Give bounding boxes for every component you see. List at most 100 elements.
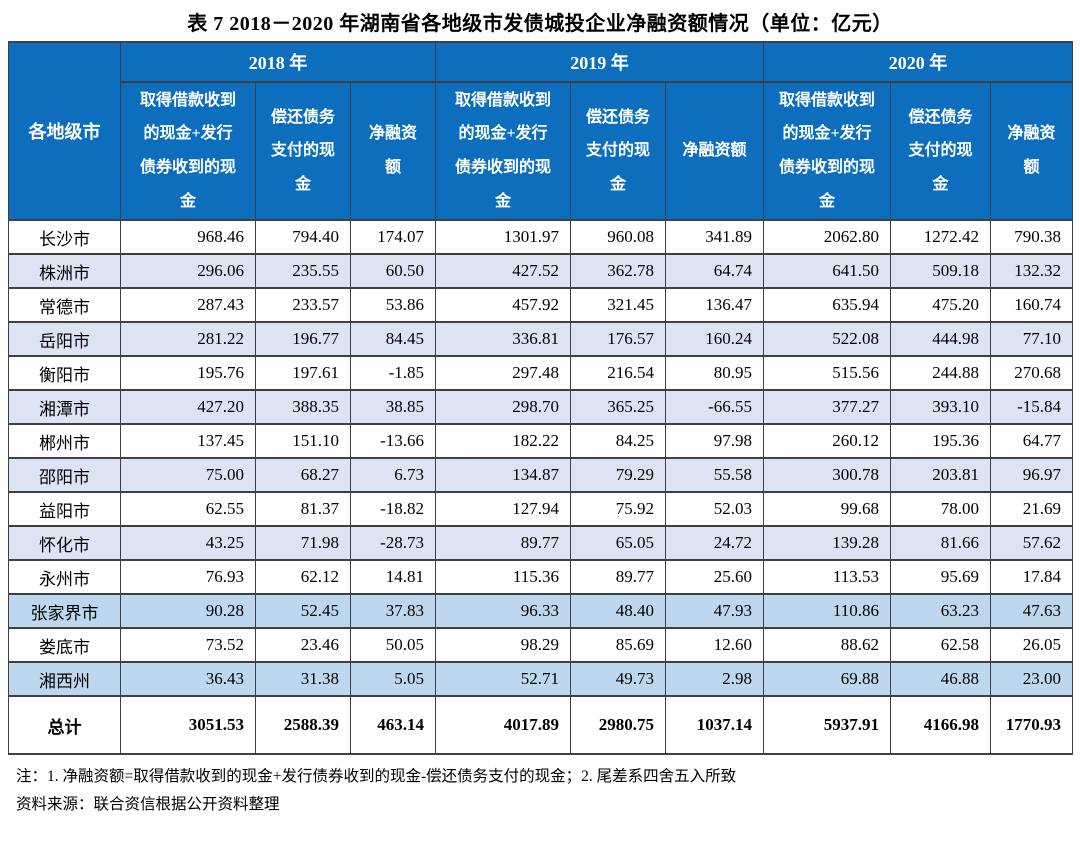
table-cell: 76.93 bbox=[120, 559, 256, 595]
table-cell: 31.38 bbox=[255, 661, 351, 697]
subheader-2020-cash-out: 偿还债务支付的现金 bbox=[890, 81, 991, 221]
table-header: 各地级市 2018 年 2019 年 2020 年 取得借款收到的现金+发行债券… bbox=[8, 41, 1073, 221]
table-cell: 139.28 bbox=[763, 525, 891, 561]
table-row: 岳阳市 281.22 196.77 84.45 336.81 176.57 160.24 52… bbox=[8, 321, 1073, 357]
row-label: 娄底市 bbox=[8, 627, 121, 663]
table-cell: 38.85 bbox=[350, 389, 436, 425]
table-cell: 75.92 bbox=[570, 491, 666, 527]
table-cell: 36.43 bbox=[120, 661, 256, 697]
table-cell: 50.05 bbox=[350, 627, 436, 663]
table-cell: 6.73 bbox=[350, 457, 436, 493]
table-body: 长沙市 968.46 794.40 174.07 1301.97 960.08 341.89… bbox=[8, 219, 1073, 755]
table-cell: 23.00 bbox=[990, 661, 1073, 697]
table-cell: 195.36 bbox=[890, 423, 991, 459]
table-cell: 24.72 bbox=[665, 525, 764, 561]
table-cell: 127.94 bbox=[435, 491, 571, 527]
table-cell: 80.95 bbox=[665, 355, 764, 391]
table-cell: 5.05 bbox=[350, 661, 436, 697]
table-cell: 300.78 bbox=[763, 457, 891, 493]
table-cell: 62.12 bbox=[255, 559, 351, 595]
subheader-2019-cash-out: 偿还债务支付的现金 bbox=[570, 81, 666, 221]
table-cell: 89.77 bbox=[570, 559, 666, 595]
table-row: 邵阳市 75.00 68.27 6.73 134.87 79.29 55.58 300.78 2… bbox=[8, 457, 1073, 493]
table-cell: 52.71 bbox=[435, 661, 571, 697]
table-header-year-row: 各地级市 2018 年 2019 年 2020 年 bbox=[8, 41, 1073, 221]
subheader-2019-net: 净融资额 bbox=[665, 81, 764, 221]
table-cell: 463.14 bbox=[350, 695, 436, 755]
table-row: 湘西州 36.43 31.38 5.05 52.71 49.73 2.98 69.88 46.8… bbox=[8, 661, 1073, 697]
table-row-total: 总计 3051.53 2588.39 463.14 4017.89 2980.75 1037… bbox=[8, 695, 1073, 755]
table-cell: 77.10 bbox=[990, 321, 1073, 357]
table-cell: 96.97 bbox=[990, 457, 1073, 493]
table-cell: 393.10 bbox=[890, 389, 991, 425]
table-cell: 132.32 bbox=[990, 253, 1073, 289]
table-cell: 297.48 bbox=[435, 355, 571, 391]
table-cell: 641.50 bbox=[763, 253, 891, 289]
table-cell: 25.60 bbox=[665, 559, 764, 595]
table-cell: 47.93 bbox=[665, 593, 764, 629]
row-label: 长沙市 bbox=[8, 219, 121, 255]
table-cell: 98.29 bbox=[435, 627, 571, 663]
table-row: 张家界市 90.28 52.45 37.83 96.33 48.40 47.93 110.86… bbox=[8, 593, 1073, 629]
row-label: 株洲市 bbox=[8, 253, 121, 289]
table-note-2: 资料来源：联合资信根据公开资料整理 bbox=[16, 795, 280, 813]
table-notes: 注：1. 净融资额=取得借款收到的现金+发行债券收到的现金-偿还债务支付的现金；… bbox=[16, 763, 1080, 819]
table-cell: -28.73 bbox=[350, 525, 436, 561]
row-label: 怀化市 bbox=[8, 525, 121, 561]
table-row: 益阳市 62.55 81.37 -18.82 127.94 75.92 52.03 99.68… bbox=[8, 491, 1073, 527]
table-cell: 64.74 bbox=[665, 253, 764, 289]
subheader-2018-cash-out: 偿还债务支付的现金 bbox=[255, 81, 351, 221]
table-cell: 1272.42 bbox=[890, 219, 991, 255]
table-cell: 235.55 bbox=[255, 253, 351, 289]
table-cell: 287.43 bbox=[120, 287, 256, 323]
table-cell: 96.33 bbox=[435, 593, 571, 629]
table-cell: -18.82 bbox=[350, 491, 436, 527]
table-cell: 427.20 bbox=[120, 389, 256, 425]
table-cell: 296.06 bbox=[120, 253, 256, 289]
subheader-2018-net: 净融资额 bbox=[350, 81, 436, 221]
table-cell: 69.88 bbox=[763, 661, 891, 697]
table-cell: 244.88 bbox=[890, 355, 991, 391]
row-label: 总计 bbox=[8, 695, 121, 755]
table-cell: 63.23 bbox=[890, 593, 991, 629]
table-cell: -13.66 bbox=[350, 423, 436, 459]
table-cell: 5937.91 bbox=[763, 695, 891, 755]
table-cell: 151.10 bbox=[255, 423, 351, 459]
table-cell: 298.70 bbox=[435, 389, 571, 425]
table-cell: 64.77 bbox=[990, 423, 1073, 459]
table-cell: 4166.98 bbox=[890, 695, 991, 755]
table-cell: 341.89 bbox=[665, 219, 764, 255]
table-cell: 60.50 bbox=[350, 253, 436, 289]
table-cell: 134.87 bbox=[435, 457, 571, 493]
table-row: 永州市 76.93 62.12 14.81 115.36 89.77 25.60 113.53… bbox=[8, 559, 1073, 595]
row-label: 益阳市 bbox=[8, 491, 121, 527]
table-title: 表 7 2018－2020 年湖南省各地级市发债城投企业净融资额情况（单位：亿元… bbox=[187, 13, 893, 35]
table-cell: 635.94 bbox=[763, 287, 891, 323]
table-cell: 12.60 bbox=[665, 627, 764, 663]
table-cell: 52.45 bbox=[255, 593, 351, 629]
row-label: 衡阳市 bbox=[8, 355, 121, 391]
table-cell: 99.68 bbox=[763, 491, 891, 527]
table-cell: 960.08 bbox=[570, 219, 666, 255]
table-cell: 509.18 bbox=[890, 253, 991, 289]
table-cell: 84.25 bbox=[570, 423, 666, 459]
table-cell: 90.28 bbox=[120, 593, 256, 629]
table-cell: 62.55 bbox=[120, 491, 256, 527]
table-cell: 2980.75 bbox=[570, 695, 666, 755]
table-cell: 522.08 bbox=[763, 321, 891, 357]
net-financing-table: 各地级市 2018 年 2019 年 2020 年 取得借款收到的现金+发行债券… bbox=[8, 41, 1073, 755]
table-cell: 53.86 bbox=[350, 287, 436, 323]
table-cell: 81.37 bbox=[255, 491, 351, 527]
table-cell: 52.03 bbox=[665, 491, 764, 527]
table-cell: 1037.14 bbox=[665, 695, 764, 755]
table-cell: 174.07 bbox=[350, 219, 436, 255]
table-cell: 75.00 bbox=[120, 457, 256, 493]
table-cell: 81.66 bbox=[890, 525, 991, 561]
table-cell: 95.69 bbox=[890, 559, 991, 595]
table-cell: 43.25 bbox=[120, 525, 256, 561]
table-cell: 78.00 bbox=[890, 491, 991, 527]
table-cell: 62.58 bbox=[890, 627, 991, 663]
table-cell: 2.98 bbox=[665, 661, 764, 697]
table-cell: 2062.80 bbox=[763, 219, 891, 255]
subheader-2020-net: 净融资额 bbox=[990, 81, 1073, 221]
